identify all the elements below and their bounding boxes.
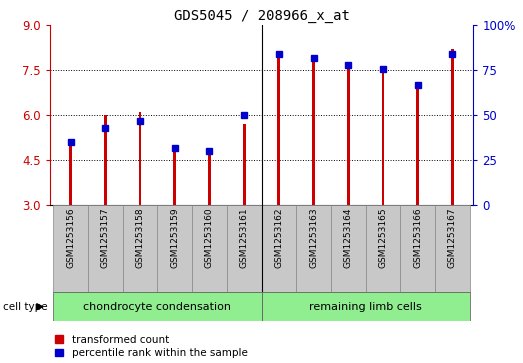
Bar	[435, 205, 470, 292]
Bar	[451, 49, 454, 205]
Legend: transformed count, percentile rank within the sample: transformed count, percentile rank withi…	[55, 335, 247, 358]
Bar	[416, 85, 419, 205]
Bar	[122, 205, 157, 292]
Text: GSM1253164: GSM1253164	[344, 208, 353, 268]
Bar	[243, 124, 245, 205]
Text: GSM1253163: GSM1253163	[309, 208, 318, 268]
Bar	[192, 205, 227, 292]
Bar	[173, 151, 176, 205]
Bar	[347, 68, 350, 205]
Text: GSM1253156: GSM1253156	[66, 208, 75, 268]
Text: GSM1253157: GSM1253157	[101, 208, 110, 268]
Text: GSM1253161: GSM1253161	[240, 208, 248, 268]
Bar	[69, 142, 72, 205]
Bar	[53, 205, 88, 292]
Bar	[139, 112, 141, 205]
Bar	[262, 205, 296, 292]
Text: GSM1253162: GSM1253162	[275, 208, 283, 268]
Bar	[382, 68, 384, 205]
Bar	[157, 205, 192, 292]
Text: GSM1253158: GSM1253158	[135, 208, 144, 268]
Title: GDS5045 / 208966_x_at: GDS5045 / 208966_x_at	[174, 9, 349, 23]
Bar	[331, 205, 366, 292]
Bar	[262, 292, 470, 321]
Bar	[278, 58, 280, 205]
Bar	[312, 58, 315, 205]
Text: chondrocyte condensation: chondrocyte condensation	[83, 302, 231, 312]
Bar	[227, 205, 262, 292]
Bar	[104, 115, 107, 205]
Bar	[53, 292, 262, 321]
Bar	[88, 205, 122, 292]
Bar	[401, 205, 435, 292]
Bar	[366, 205, 401, 292]
Bar	[208, 154, 211, 205]
Text: cell type: cell type	[3, 302, 47, 312]
Text: GSM1253160: GSM1253160	[205, 208, 214, 268]
Text: remaining limb cells: remaining limb cells	[309, 302, 422, 312]
Text: GSM1253167: GSM1253167	[448, 208, 457, 268]
Text: GSM1253159: GSM1253159	[170, 208, 179, 268]
Text: GSM1253165: GSM1253165	[379, 208, 388, 268]
Bar	[296, 205, 331, 292]
Text: GSM1253166: GSM1253166	[413, 208, 422, 268]
